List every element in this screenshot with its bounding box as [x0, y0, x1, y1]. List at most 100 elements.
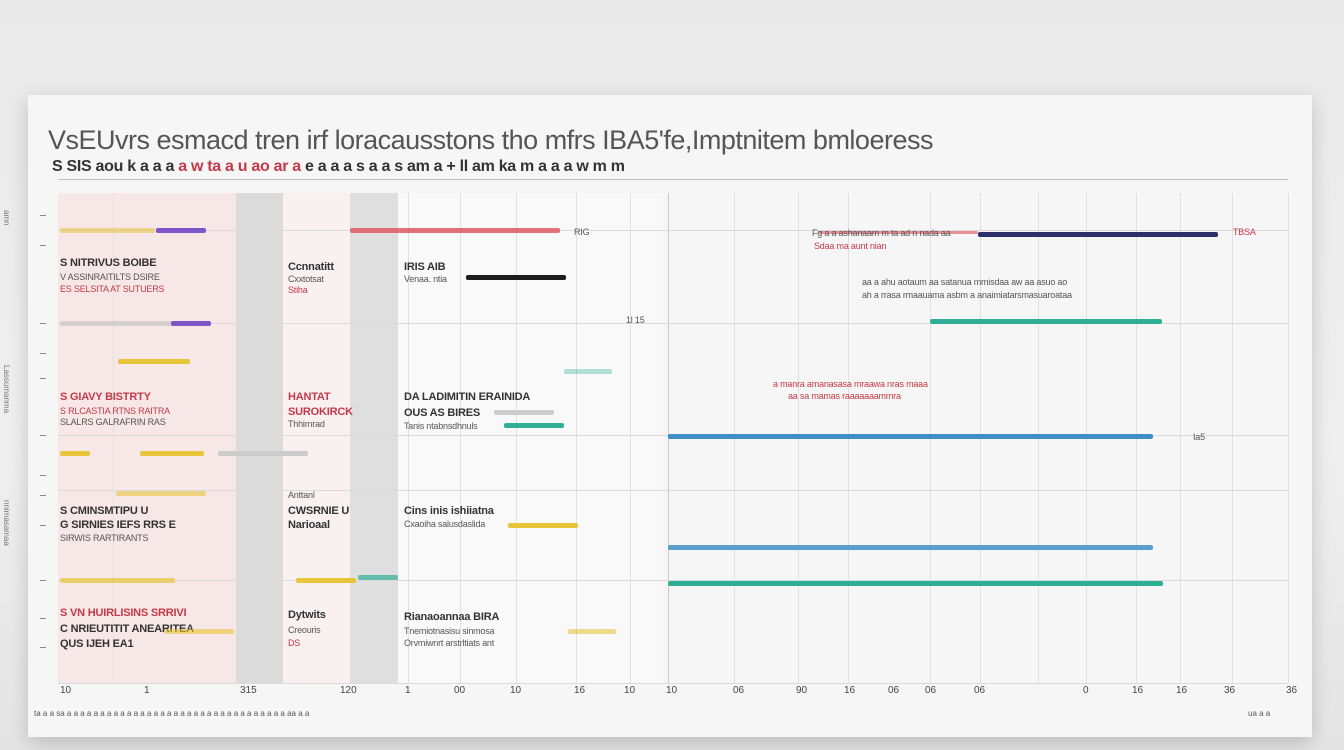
- x-tick: 16: [1132, 685, 1144, 696]
- bar-yellow: [60, 578, 175, 583]
- x-tick: 120: [340, 685, 357, 696]
- y-mark: [40, 378, 46, 379]
- bar-purple: [156, 228, 206, 233]
- col2-label: Cxxtotsat: [288, 274, 324, 284]
- y-mark: [40, 475, 46, 476]
- right-label: aa sa mamas raaaaaaammra: [788, 391, 901, 401]
- group-label: S VN HUIRLISINS SRRIVI: [60, 607, 187, 619]
- row-line: [58, 323, 1288, 324]
- right-label: Sdaa ma aunt nian: [814, 241, 887, 251]
- bar-red: [350, 228, 560, 233]
- y-mark: [40, 580, 46, 581]
- bar-purple: [171, 321, 211, 326]
- bar-navy: [978, 232, 1218, 237]
- x-tick: 16: [844, 685, 856, 696]
- vgrid: [408, 193, 409, 683]
- subtitle-part-a: S SIS aou k a a a: [52, 158, 179, 175]
- x-tick: 315: [240, 685, 257, 696]
- bar-yellow: [568, 629, 616, 634]
- side-mark: Lassumanma: [2, 365, 11, 414]
- x-tick: 90: [796, 685, 808, 696]
- band-gray-1: [236, 193, 283, 683]
- vgrid: [576, 193, 577, 683]
- vgrid: [516, 193, 517, 683]
- group-label: V ASSINRAITILTS DSIRE: [60, 272, 160, 282]
- bar-teal: [930, 319, 1162, 324]
- vgrid: [1180, 193, 1181, 683]
- bar-teal: [668, 581, 1163, 586]
- row-line: [58, 580, 1288, 581]
- side-mark: nnimasamaa: [2, 500, 11, 546]
- x-tick: 10: [624, 685, 636, 696]
- group-label: SIRWIS RARTIRANTS: [60, 533, 149, 543]
- x-tick: 06: [974, 685, 986, 696]
- row-line: [58, 490, 1288, 491]
- col2-label: Creouris: [288, 625, 321, 635]
- bar-yellow: [296, 578, 356, 583]
- vgrid: [630, 193, 631, 683]
- x-tick: 06: [733, 685, 745, 696]
- col3-label: Venaa. ntia: [404, 274, 447, 284]
- y-mark: [40, 647, 46, 648]
- x-tick: 36: [1286, 685, 1298, 696]
- bar-yellow: [118, 359, 190, 364]
- y-mark: [40, 435, 46, 436]
- bar-yellow: [140, 451, 204, 456]
- bar-yellow: [164, 629, 234, 634]
- bar-yellow: [508, 523, 578, 528]
- col2-label: CWSRNIE U: [288, 505, 350, 517]
- col3-label: DA LADIMITIN ERAINIDA: [404, 391, 531, 403]
- vgrid: [460, 193, 461, 683]
- group-label: S RLCASTIA RTNS RAITRA: [60, 406, 170, 416]
- footer-note: ta a a sa a a a a a a a a a a a a a a a …: [34, 709, 310, 718]
- vgrid: [1232, 193, 1233, 683]
- subtitle-part-b: a w ta a u ao ar a: [178, 158, 301, 175]
- row-line: [58, 230, 1288, 231]
- x-tick: 10: [666, 685, 678, 696]
- bar-gray: [218, 451, 308, 456]
- x-tick: 1: [144, 685, 150, 696]
- bar-blue: [668, 545, 1153, 550]
- x-tick: 06: [925, 685, 937, 696]
- bar-yellow: [60, 451, 90, 456]
- side-mark: amn: [2, 210, 11, 226]
- col3-label: OUS AS BIRES: [404, 407, 481, 419]
- bar-yellow: [60, 228, 155, 233]
- bar-black: [466, 275, 566, 280]
- right-value: TBSA: [1233, 227, 1256, 237]
- col3-label: Rianaoannaa BIRA: [404, 611, 500, 623]
- bar-yellow: [116, 491, 206, 496]
- row-line: [58, 683, 1288, 684]
- col3-label: Cxaoiha salusdaslida: [404, 519, 486, 529]
- group-label: SLALRS GALRAFRIN RAS: [60, 417, 166, 427]
- band-pink-2: [283, 193, 350, 683]
- col2-label: Ccnnatitt: [288, 261, 334, 273]
- subtitle-part-c: e a a a s a a s am a +: [305, 158, 460, 175]
- col2-label: Thhirnrad: [288, 419, 325, 429]
- right-label: a manra amanasasa mraawa nras maaa: [773, 379, 928, 389]
- group-label: S CMINSMTIPU U: [60, 505, 149, 517]
- y-mark: [40, 618, 46, 619]
- right-label: ah a rrasa rmaauama asbm a anaimiatarsma…: [862, 290, 1072, 300]
- col3-label: Cins inis ishiiatna: [404, 505, 494, 517]
- page-title: VsEUvrs esmacd tren irf loracausstons th…: [48, 125, 933, 155]
- x-tick: 0: [1083, 685, 1089, 696]
- x-tick: 36: [1224, 685, 1236, 696]
- y-mark: [40, 353, 46, 354]
- subtitle-part-d: ll am ka m a a a w m m: [459, 158, 625, 175]
- vgrid: [1288, 193, 1289, 683]
- y-mark: [40, 495, 46, 496]
- page-subtitle: S SIS aou k a a a a w ta a u ao ar a e a…: [52, 158, 625, 176]
- group-label: QUS IJEH EA1: [60, 638, 134, 650]
- col3-label: Orvmiwnrt arstrltiats ant: [404, 638, 495, 648]
- right-value: RIG: [574, 227, 590, 237]
- y-mark: [40, 215, 46, 216]
- col2-label: Dytwits: [288, 609, 326, 621]
- bar-gray: [60, 321, 180, 326]
- col2-label: Stiha: [288, 285, 308, 295]
- vgrid: [113, 193, 114, 683]
- y-mark: [40, 525, 46, 526]
- col3-label: Tnemiotnasisu sinmosa: [404, 626, 495, 636]
- x-tick: 10: [60, 685, 72, 696]
- col3-label: Tanis ntabnsdhnuls: [404, 421, 478, 431]
